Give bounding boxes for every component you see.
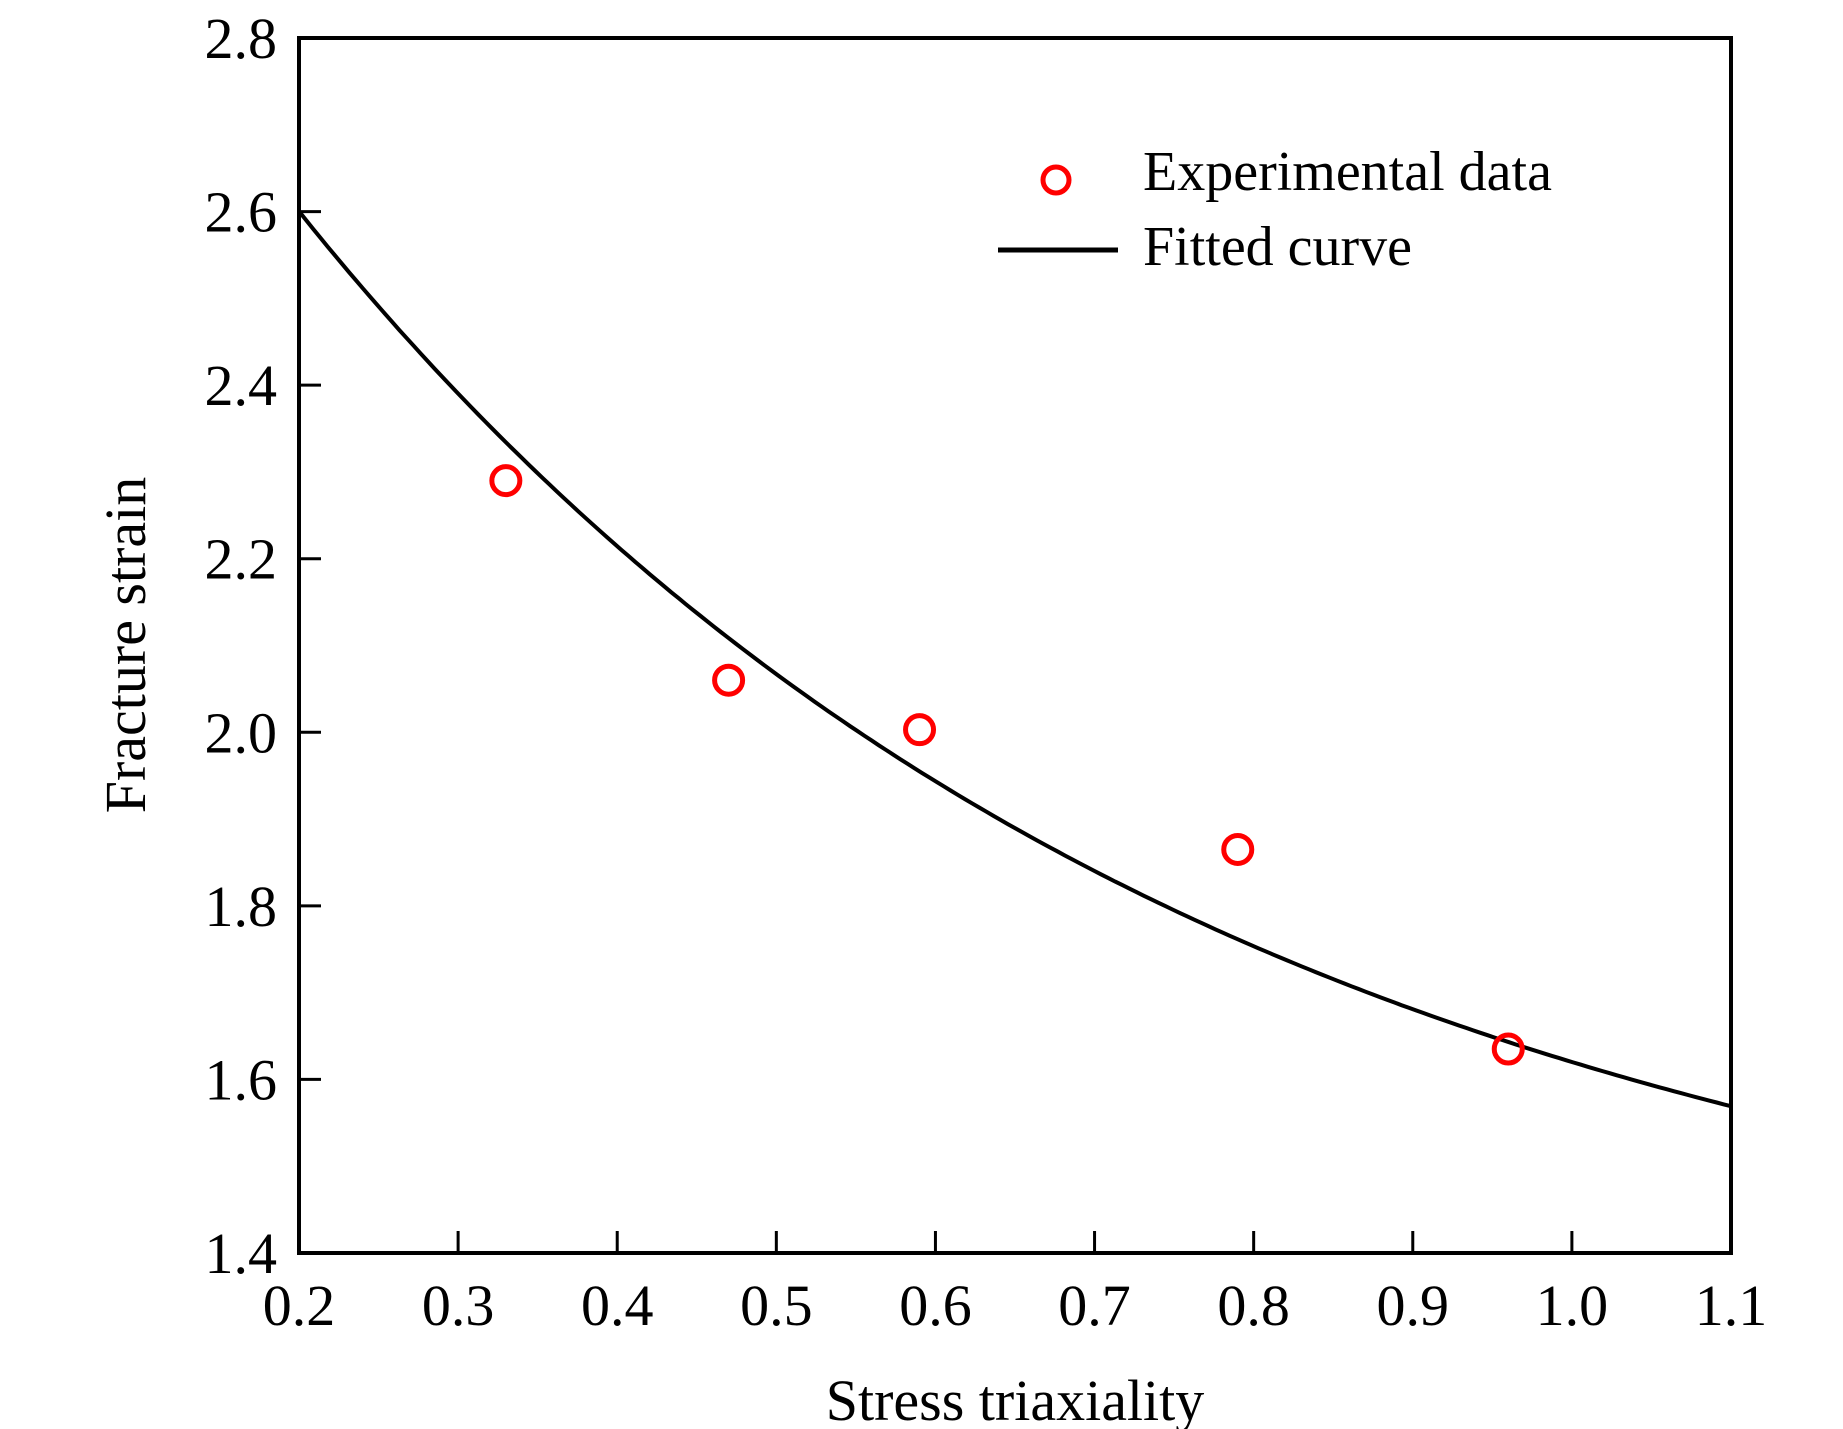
ticks: 0.2 0.3 0.4 0.5 0.6 0.7 0.8 0.9 1.0 1.1 1.4 1.6 1.8 2… — [205, 6, 1768, 1338]
x-tick-label: 1.1 — [1695, 1273, 1768, 1338]
x-tick-label: 0.4 — [581, 1273, 654, 1338]
y-tick-label: 2.0 — [205, 700, 278, 765]
data-point — [489, 464, 523, 498]
y-tick-label: 2.6 — [205, 180, 278, 245]
y-tick-label: 1.6 — [205, 1047, 278, 1112]
y-tick-label: 1.4 — [205, 1221, 278, 1286]
data-point — [1491, 1032, 1525, 1066]
y-tick-label: 2.8 — [205, 6, 278, 71]
y-axis-label: Fracture strain — [93, 477, 158, 814]
x-axis-label: Stress triaxiality — [826, 1368, 1205, 1429]
data-point — [1221, 832, 1255, 866]
x-tick-label: 0.7 — [1058, 1273, 1131, 1338]
y-tick-label: 2.2 — [205, 527, 278, 592]
experimental-points — [489, 464, 1525, 1066]
x-tick-label: 0.2 — [263, 1273, 336, 1338]
x-tick-label: 0.3 — [422, 1273, 495, 1338]
x-tick-label: 1.0 — [1536, 1273, 1609, 1338]
x-tick-label: 0.6 — [899, 1273, 972, 1338]
x-tick-label: 0.8 — [1217, 1273, 1290, 1338]
x-tick-label: 0.9 — [1377, 1273, 1450, 1338]
data-point — [712, 663, 746, 697]
legend-marker-experimental — [1040, 164, 1072, 196]
fitted-curve-line — [297, 210, 1732, 1109]
y-tick-label: 2.4 — [205, 353, 278, 418]
legend: Experimental data Fitted curve — [998, 141, 1552, 278]
data-point — [903, 713, 937, 747]
y-tick-label: 1.8 — [205, 874, 278, 939]
plot-frame — [297, 36, 1733, 1255]
legend-label-fitted: Fitted curve — [1143, 216, 1412, 278]
x-tick-label: 0.5 — [740, 1273, 813, 1338]
legend-label-experimental: Experimental data — [1143, 141, 1552, 203]
